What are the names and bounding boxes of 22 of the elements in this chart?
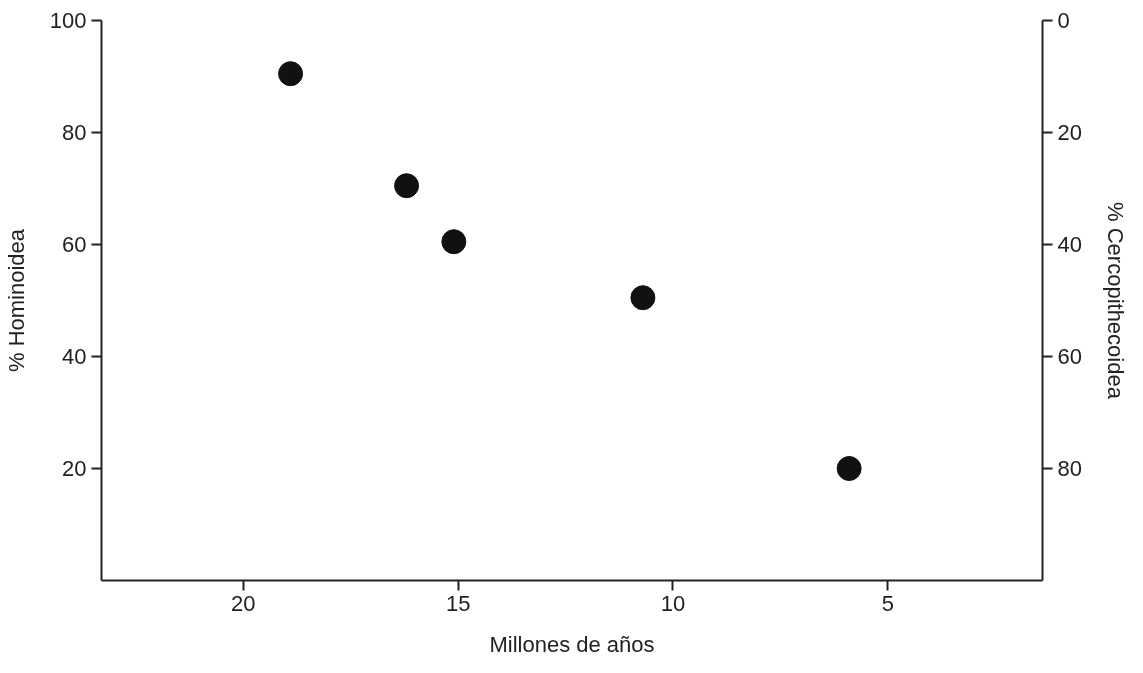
point (630, 285, 656, 311)
y-axis-title: % Hominoidea (3, 228, 29, 373)
x-tick-label: 5 (881, 590, 894, 616)
x-axis-title: Millones de años (489, 631, 655, 657)
y-tick-label: 80 (62, 120, 87, 145)
point (441, 229, 467, 255)
y2-tick-label: 20 (1057, 120, 1082, 145)
y-tick-label: 100 (49, 8, 87, 33)
point (394, 173, 420, 199)
y-tick-label: 20 (62, 456, 87, 481)
point (836, 456, 862, 481)
x-tick-label: 15 (445, 590, 471, 616)
y-tick-label: 60 (62, 232, 87, 257)
y2-tick-label: 80 (1057, 456, 1082, 481)
point (278, 61, 304, 87)
x-tick-label: 20 (231, 590, 256, 616)
x-tick-label: 10 (660, 590, 686, 616)
y2-axis-title: % Cercopithecoidea (1102, 202, 1128, 400)
y2-tick-label: 0 (1057, 8, 1070, 33)
y2-tick-label: 60 (1057, 344, 1082, 369)
y-tick-label: 40 (62, 344, 87, 369)
y2-tick-label: 40 (1057, 232, 1082, 257)
